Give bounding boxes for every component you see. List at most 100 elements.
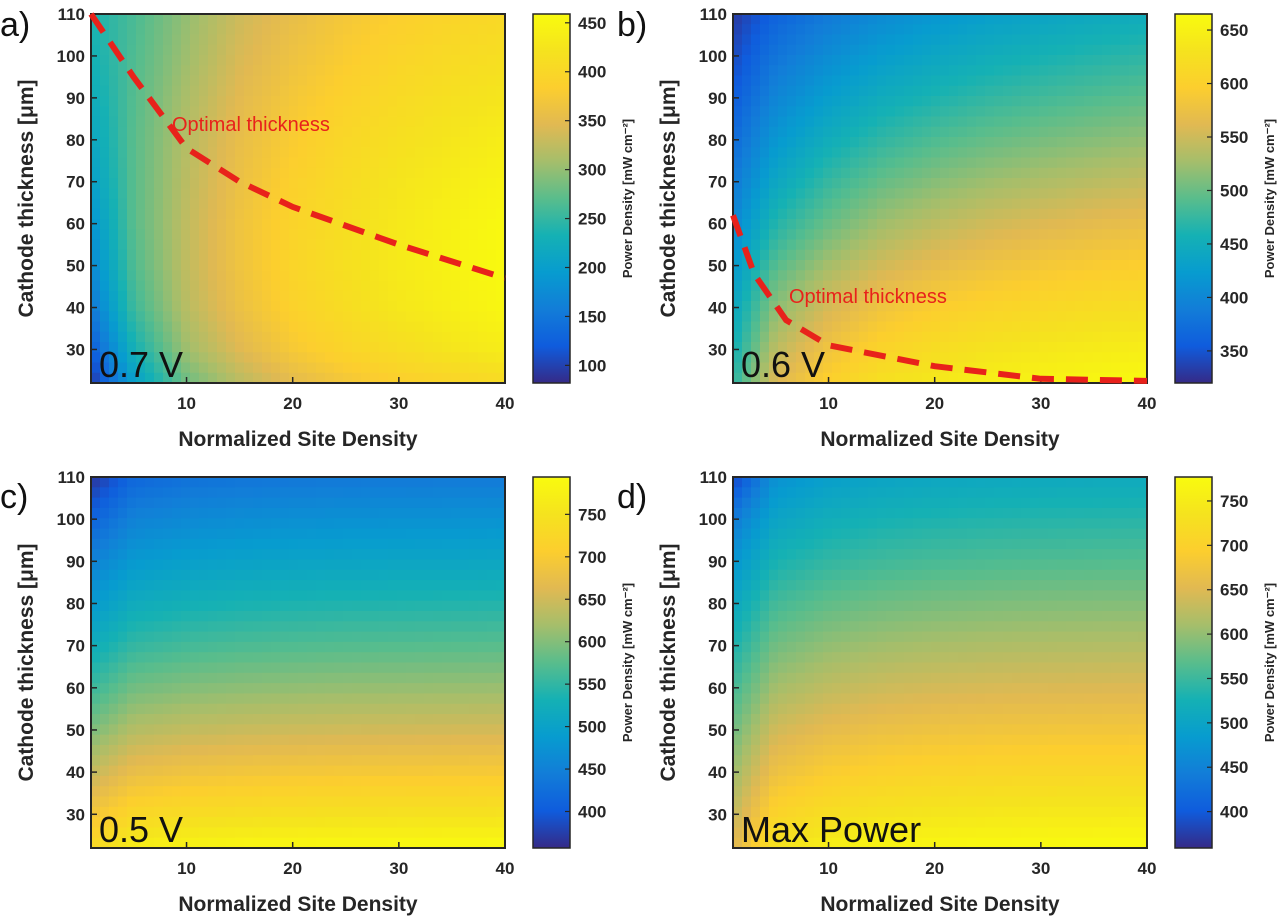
heatmap-cell [325,250,335,261]
heatmap-cell [976,199,986,210]
heatmap-cell [298,498,308,509]
heatmap-cell [922,229,932,240]
heatmap-cell [109,260,119,271]
heatmap-cell [922,86,932,97]
heatmap-cell [172,260,182,271]
heatmap-cell [397,35,407,46]
heatmap-cell [280,168,290,179]
heatmap-cell [940,209,950,220]
heatmap-cell [253,45,263,56]
heatmap-cell [1075,311,1085,322]
heatmap-cell [469,55,479,66]
heatmap-cell [217,673,227,684]
heatmap-cell [796,168,806,179]
heatmap-cell [280,311,290,322]
heatmap-cell [1129,65,1139,76]
heatmap-cell [136,209,146,220]
heatmap-cell [967,240,977,251]
heatmap-cell [1021,24,1031,35]
heatmap-cell [487,106,497,117]
heatmap-cell [163,260,173,271]
heatmap-cell [922,65,932,76]
heatmap-cell [967,332,977,343]
heatmap-cell [361,745,371,756]
heatmap-cell [1021,55,1031,66]
heatmap-cell [136,776,146,787]
heatmap-cell [406,663,416,674]
heatmap-cell [931,209,941,220]
heatmap-cell [136,229,146,240]
heatmap-cell [370,693,380,704]
heatmap-cell [172,65,182,76]
heatmap-cell [109,693,119,704]
heatmap-cell [217,219,227,230]
heatmap-cell [859,373,869,384]
heatmap-cell [859,45,869,56]
heatmap-cell [1057,158,1067,169]
heatmap-cell [154,24,164,35]
heatmap-cell [751,45,761,56]
heatmap-cell [751,86,761,97]
y-tick-label: 90 [66,89,85,108]
heatmap-cell [343,117,353,128]
heatmap-cell [469,776,479,787]
heatmap-cell [868,65,878,76]
heatmap-cell [307,14,317,25]
heatmap-cell [922,24,932,35]
heatmap-cell [280,745,290,756]
heatmap-cell [370,518,380,529]
heatmap-cell [433,352,443,363]
heatmap-cell [352,260,362,271]
heatmap-cell [478,786,488,797]
heatmap-cell [415,663,425,674]
heatmap-cell [217,147,227,158]
heatmap-cell [805,127,815,138]
heatmap-cell [127,260,137,271]
heatmap-cell [271,199,281,210]
heatmap-cell [163,776,173,787]
heatmap-cell [895,322,905,333]
heatmap-cell [262,24,272,35]
heatmap-cell [1120,86,1130,97]
heatmap-cell [1093,301,1103,312]
heatmap-cell [424,807,434,818]
heatmap-cell [796,86,806,97]
heatmap-cell [280,240,290,251]
heatmap-cell [1093,352,1103,363]
heatmap-cell [778,45,788,56]
heatmap-cell [163,229,173,240]
heatmap-cell [433,745,443,756]
heatmap-cell [805,96,815,107]
heatmap-cell [814,188,824,199]
heatmap-cell [352,776,362,787]
heatmap-cell [280,363,290,374]
heatmap-cell [841,219,851,230]
heatmap-cell [217,322,227,333]
heatmap-cell [298,704,308,715]
heatmap-cell [1003,127,1013,138]
heatmap-cell [796,188,806,199]
heatmap-cell [460,559,470,570]
heatmap-cell [415,137,425,148]
heatmap-cell [1120,96,1130,107]
heatmap-cell [1039,106,1049,117]
heatmap-cell [235,55,245,66]
heatmap-cell [823,199,833,210]
heatmap-cell [307,724,317,735]
heatmap-cell [136,168,146,179]
heatmap-cell [1093,178,1103,189]
heatmap-cell [163,168,173,179]
heatmap-cell [1030,35,1040,46]
heatmap-cell [379,549,389,560]
heatmap-cell [1048,24,1058,35]
heatmap-cell [742,86,752,97]
heatmap-cell [442,270,452,281]
heatmap-cell [433,35,443,46]
heatmap-cell [298,96,308,107]
heatmap-cell [91,137,101,148]
heatmap-cell [478,14,488,25]
heatmap-cell [280,477,290,488]
heatmap-cell [109,498,119,509]
heatmap-cell [370,106,380,117]
heatmap-cell [406,673,416,684]
